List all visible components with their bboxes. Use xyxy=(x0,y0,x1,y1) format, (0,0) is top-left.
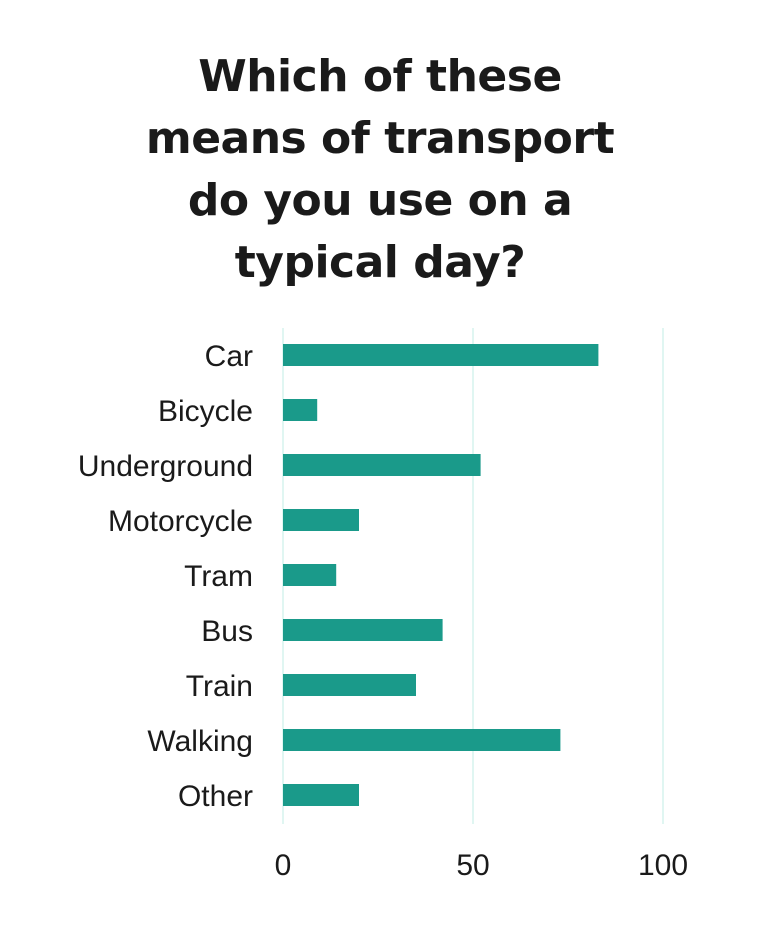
category-label-bus: Bus xyxy=(201,615,253,648)
bar-bus xyxy=(283,619,443,641)
category-label-motorcycle: Motorcycle xyxy=(108,505,253,538)
title-line-4: typical day? xyxy=(234,237,526,288)
title-line-2: means of transport xyxy=(145,113,615,164)
bar-car xyxy=(283,344,599,366)
chart-title: Which of these means of transport do you… xyxy=(0,46,760,294)
bar-underground xyxy=(283,454,481,476)
bar-train xyxy=(283,674,416,696)
category-labels: Car Bicycle Underground Motorcycle Tram Bus Tr… xyxy=(78,340,253,813)
category-label-car: Car xyxy=(205,340,253,373)
category-label-train: Train xyxy=(186,670,253,703)
bars xyxy=(283,344,599,806)
bar-walking xyxy=(283,729,561,751)
category-label-tram: Tram xyxy=(184,560,253,593)
title-line-3: do you use on a xyxy=(187,175,573,226)
x-tick-labels: 0 50 100 xyxy=(275,849,688,882)
x-tick-label-2: 100 xyxy=(638,849,688,882)
category-label-underground: Underground xyxy=(78,450,253,483)
category-label-bicycle: Bicycle xyxy=(158,395,253,428)
bar-motorcycle xyxy=(283,509,359,531)
category-label-walking: Walking xyxy=(147,725,253,758)
title-line-1: Which of these xyxy=(198,51,562,102)
bar-bicycle xyxy=(283,399,318,421)
x-tick-label-1: 50 xyxy=(456,849,489,882)
category-label-other: Other xyxy=(178,780,253,813)
bar-other xyxy=(283,784,359,806)
bar-tram xyxy=(283,564,337,586)
x-tick-label-0: 0 xyxy=(275,849,292,882)
